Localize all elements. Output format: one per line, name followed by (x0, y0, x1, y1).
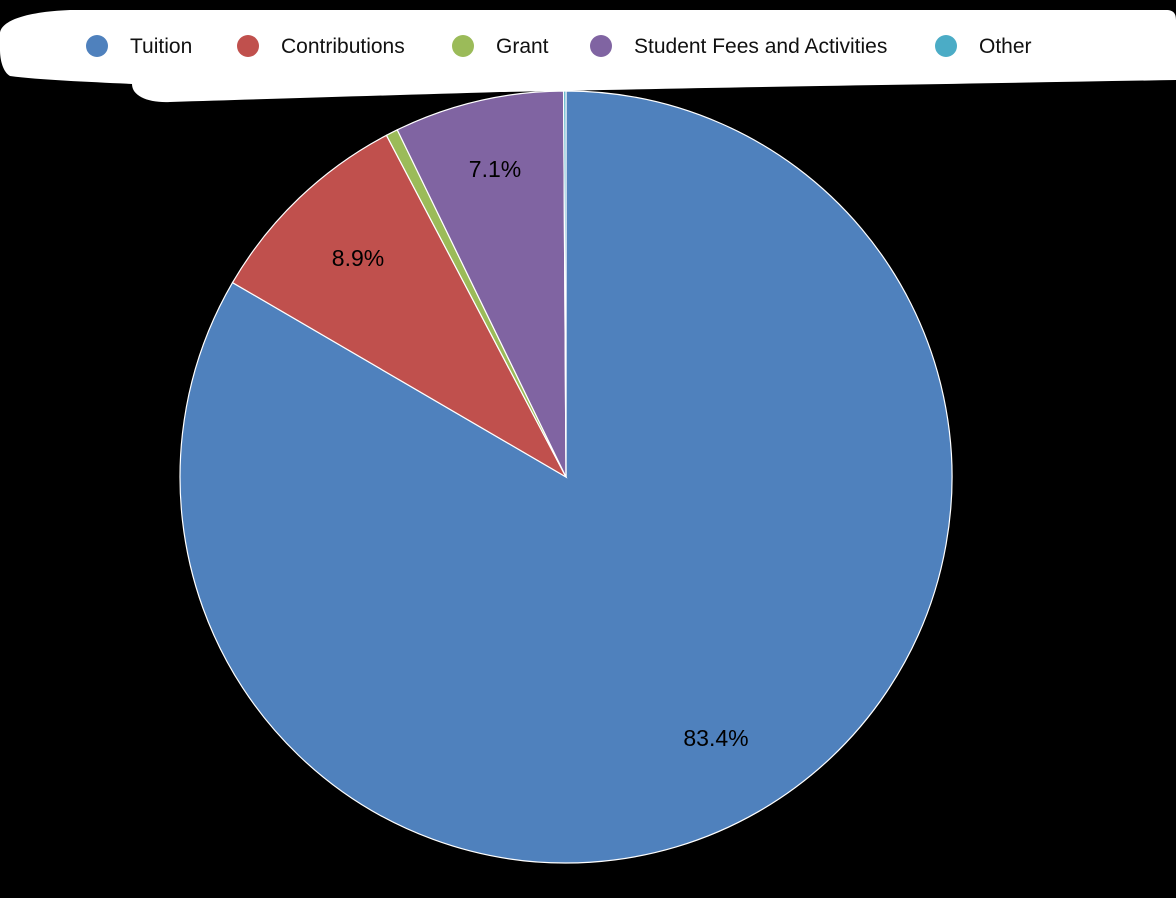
pie-slice-student-fees-and-activities[interactable] (396, 90, 567, 478)
legend-label-contributions: Contributions (281, 35, 405, 58)
pie-slice-other[interactable] (562, 90, 567, 478)
pie-slice-contributions[interactable] (231, 134, 568, 479)
pie-slices (179, 90, 953, 864)
data-label-tuition: 83.4% (683, 725, 748, 751)
legend: Tuition Contributions Grant Student Fees… (86, 35, 1032, 58)
legend-marker-student-fees-and-activities (590, 35, 612, 57)
legend-item-tuition[interactable]: Tuition (86, 35, 192, 58)
legend-item-grant[interactable]: Grant (452, 35, 549, 58)
legend-marker-tuition (86, 35, 108, 57)
legend-marker-contributions (237, 35, 259, 57)
legend-label-student-fees-and-activities: Student Fees and Activities (634, 35, 887, 58)
legend-item-student-fees-and-activities[interactable]: Student Fees and Activities (590, 35, 887, 58)
legend-background (0, 10, 1176, 103)
legend-label-grant: Grant (496, 35, 549, 58)
legend-item-other[interactable]: Other (935, 35, 1032, 58)
legend-marker-grant (452, 35, 474, 57)
data-label-student-fees-and-activities: 7.1% (469, 156, 521, 182)
data-label-contributions: 8.9% (332, 245, 384, 271)
legend-label-tuition: Tuition (130, 35, 192, 58)
legend-item-contributions[interactable]: Contributions (237, 35, 405, 58)
legend-label-other: Other (979, 35, 1032, 58)
legend-marker-other (935, 35, 957, 57)
